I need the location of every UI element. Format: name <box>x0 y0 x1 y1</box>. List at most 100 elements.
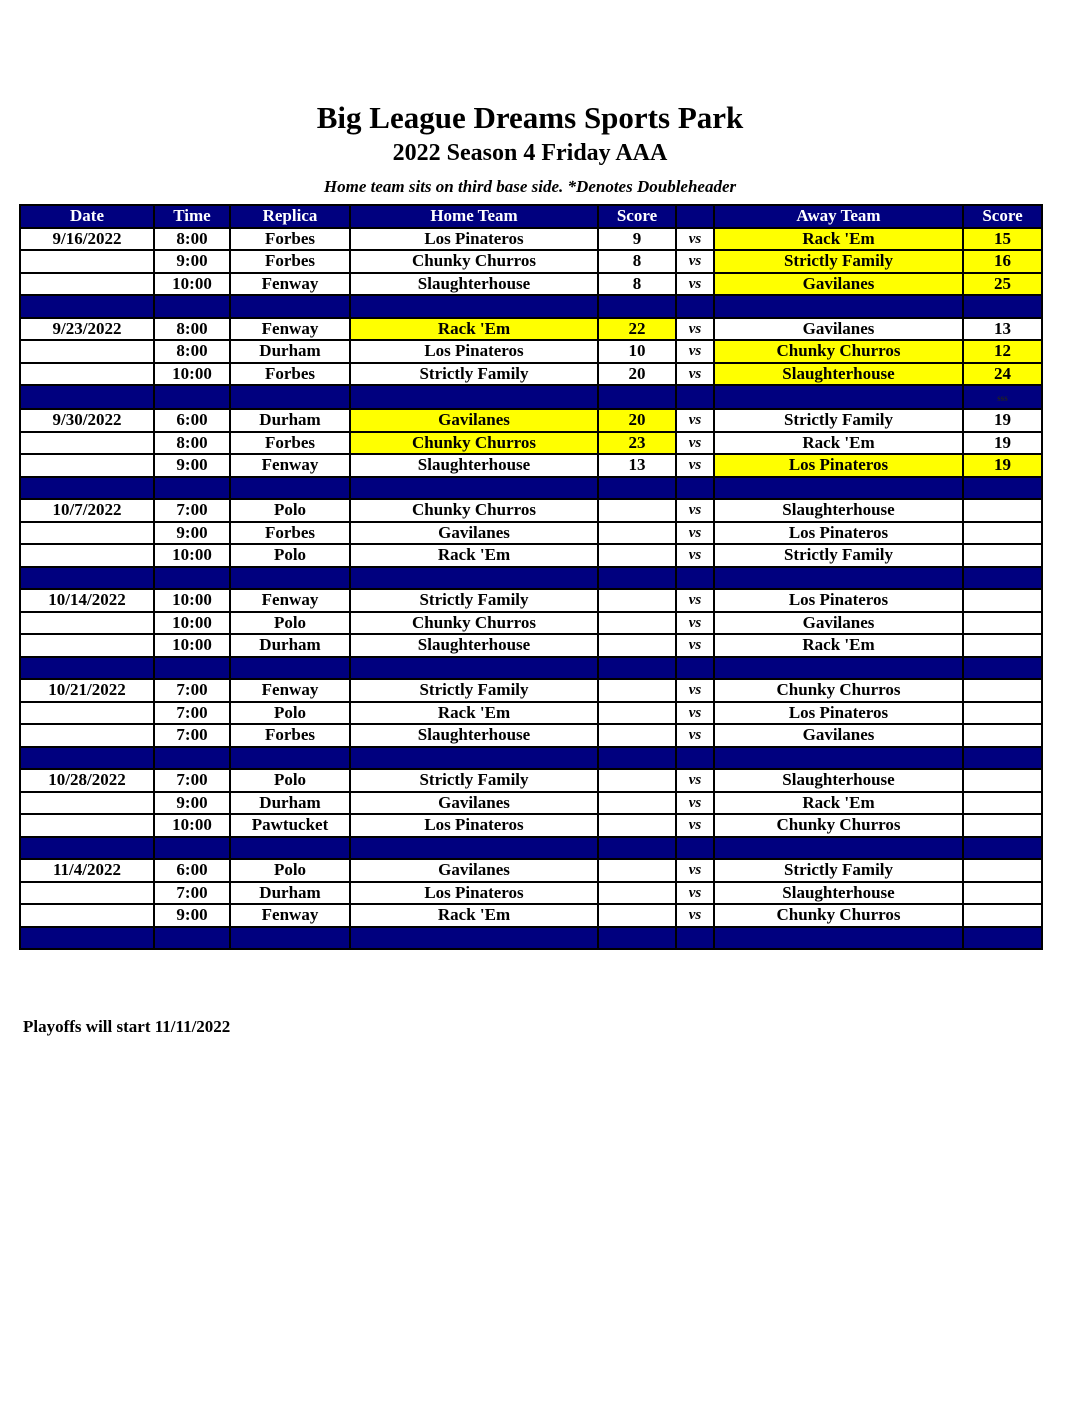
home-score-cell <box>597 723 677 748</box>
home-score-cell: 22 <box>597 316 677 341</box>
separator-cell <box>597 294 677 319</box>
separator-cell: sss <box>962 384 1043 410</box>
time-cell: 10:00 <box>153 271 231 296</box>
date-cell: 10/14/2022 <box>19 588 155 613</box>
away-score-cell <box>962 610 1043 635</box>
home-team-cell: Los Pinateros <box>349 813 599 838</box>
vs-cell: vs <box>675 858 715 883</box>
time-cell: 7:00 <box>153 678 231 703</box>
time-cell: 7:00 <box>153 498 231 523</box>
col-time: Time <box>153 204 231 229</box>
time-cell: 8:00 <box>153 316 231 341</box>
time-cell: 10:00 <box>153 813 231 838</box>
separator-cell <box>349 745 599 770</box>
time-cell: 7:00 <box>153 723 231 748</box>
separator-cell <box>229 655 351 680</box>
separator-cell <box>19 294 155 319</box>
separator-cell <box>962 565 1043 590</box>
away-score-cell: 12 <box>962 339 1043 364</box>
separator-cell <box>962 294 1043 319</box>
vs-cell: vs <box>675 498 715 523</box>
separator-text: sss <box>997 393 1008 403</box>
table-header: Date Time Replica Home Team Score Away T… <box>19 204 1043 229</box>
home-team-cell: Strictly Family <box>349 588 599 613</box>
date-cell <box>19 813 155 838</box>
home-team-cell: Rack 'Em <box>349 543 599 568</box>
date-cell: 9/30/2022 <box>19 408 155 433</box>
separator-cell <box>349 384 599 410</box>
table-row: 10/21/2022 7:00 Fenway Strictly Family vs Chu… <box>19 678 1043 703</box>
away-team-cell: Gavilanes <box>713 271 964 296</box>
home-score-cell <box>597 520 677 545</box>
separator-cell <box>19 835 155 860</box>
time-cell: 9:00 <box>153 453 231 478</box>
separator-cell <box>19 655 155 680</box>
separator-cell <box>597 925 677 950</box>
week-separator-row <box>19 565 1043 590</box>
time-cell: 9:00 <box>153 520 231 545</box>
table-row: 10:00 Polo Rack 'Em vs Strictly Family <box>19 543 1043 568</box>
separator-cell <box>675 475 715 500</box>
footer-note: Playoffs will start 11/11/2022 <box>23 1017 231 1036</box>
home-team-cell: Chunky Churros <box>349 610 599 635</box>
vs-cell: vs <box>675 903 715 928</box>
home-team-cell: Gavilanes <box>349 520 599 545</box>
separator-cell <box>349 565 599 590</box>
time-cell: 9:00 <box>153 903 231 928</box>
separator-cell <box>349 294 599 319</box>
replica-cell: Durham <box>229 408 351 433</box>
table-row: 10:00 Pawtucket Los Pinateros vs Chunky Chur… <box>19 813 1043 838</box>
separator-cell <box>153 384 231 410</box>
vs-cell: vs <box>675 408 715 433</box>
away-team-cell: Rack 'Em <box>713 226 964 251</box>
vs-cell: vs <box>675 723 715 748</box>
home-score-cell: 10 <box>597 339 677 364</box>
vs-cell: vs <box>675 520 715 545</box>
separator-cell <box>597 655 677 680</box>
away-team-cell: Slaughterhouse <box>713 361 964 386</box>
separator-cell <box>153 835 231 860</box>
away-team-cell: Chunky Churros <box>713 813 964 838</box>
replica-cell: Forbes <box>229 430 351 455</box>
vs-cell: vs <box>675 610 715 635</box>
away-team-cell: Chunky Churros <box>713 678 964 703</box>
away-team-cell: Strictly Family <box>713 408 964 433</box>
replica-cell: Polo <box>229 498 351 523</box>
home-score-cell: 23 <box>597 430 677 455</box>
separator-cell <box>962 835 1043 860</box>
separator-cell <box>153 565 231 590</box>
separator-cell <box>713 745 964 770</box>
home-team-cell: Gavilanes <box>349 790 599 815</box>
separator-cell <box>229 925 351 950</box>
home-team-cell: Slaughterhouse <box>349 453 599 478</box>
vs-cell: vs <box>675 588 715 613</box>
replica-cell: Fenway <box>229 316 351 341</box>
home-team-cell: Chunky Churros <box>349 249 599 274</box>
separator-cell <box>229 565 351 590</box>
separator-cell <box>675 745 715 770</box>
home-team-cell: Slaughterhouse <box>349 723 599 748</box>
away-team-cell: Chunky Churros <box>713 339 964 364</box>
home-score-cell <box>597 633 677 658</box>
separator-cell <box>962 745 1043 770</box>
separator-cell <box>675 655 715 680</box>
separator-cell <box>153 294 231 319</box>
table-row: 9/16/2022 8:00 Forbes Los Pinateros 9 vs Rack … <box>19 226 1043 251</box>
col-vs <box>675 204 715 229</box>
page-subtitle: 2022 Season 4 Friday AAA <box>392 140 668 166</box>
vs-cell: vs <box>675 633 715 658</box>
separator-cell <box>153 745 231 770</box>
week-separator-row <box>19 475 1043 500</box>
table-row: 9/23/2022 8:00 Fenway Rack 'Em 22 vs Gavilanes… <box>19 316 1043 341</box>
table-row: 10/28/2022 7:00 Polo Strictly Family vs Slaug… <box>19 768 1043 793</box>
table-row: 7:00 Forbes Slaughterhouse vs Gavilanes <box>19 723 1043 748</box>
home-team-cell: Rack 'Em <box>349 316 599 341</box>
date-cell: 11/4/2022 <box>19 858 155 883</box>
separator-cell <box>19 565 155 590</box>
separator-cell <box>597 835 677 860</box>
vs-cell: vs <box>675 813 715 838</box>
vs-cell: vs <box>675 790 715 815</box>
date-cell <box>19 361 155 386</box>
home-score-cell <box>597 858 677 883</box>
page-note: Home team sits on third base side. *Deno… <box>323 177 737 196</box>
